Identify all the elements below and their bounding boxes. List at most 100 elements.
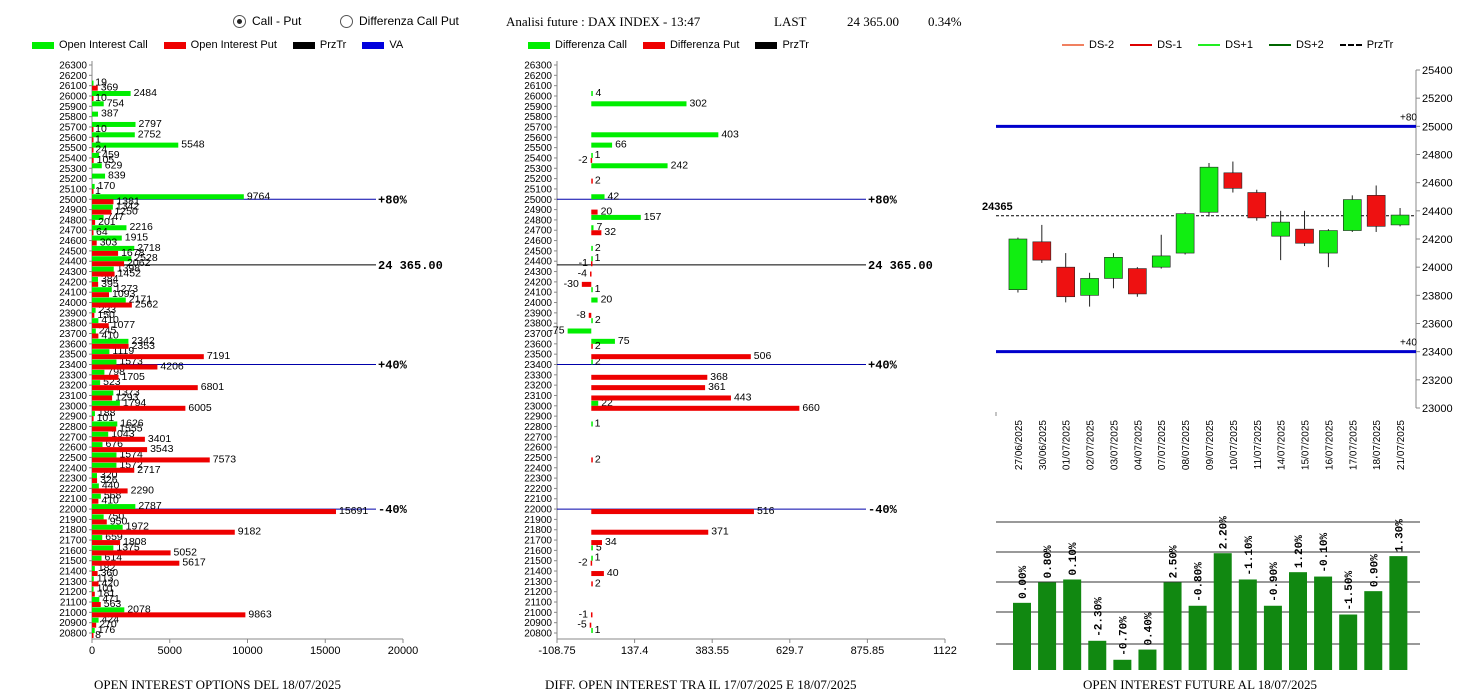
legend-item[interactable]: PrzTr — [292, 39, 346, 51]
percent-label: -0.70% — [1118, 616, 1130, 656]
y-tick-label: 24000 — [1422, 262, 1453, 274]
bar-value-label: 9764 — [247, 190, 271, 202]
x-date-label: 09/07/2025 — [1205, 420, 1216, 470]
y-tick-label: 23200 — [524, 381, 552, 392]
radio-unselected-icon[interactable] — [340, 14, 353, 28]
bar-value-label: 361 — [708, 381, 726, 393]
legend-item[interactable]: Open Interest Put — [163, 39, 277, 51]
bar — [92, 498, 99, 504]
bar — [92, 467, 135, 473]
bar-value-label: 629 — [105, 159, 123, 171]
y-tick-label: 25400 — [1422, 65, 1453, 77]
bar — [92, 359, 117, 365]
bar — [92, 333, 99, 339]
bar — [92, 318, 99, 324]
y-tick-label: 21800 — [524, 525, 552, 536]
y-tick-label: 22500 — [59, 453, 87, 464]
bar — [92, 147, 94, 153]
bar — [92, 524, 123, 530]
y-tick-label: 22800 — [524, 422, 552, 433]
y-tick-label: 25400 — [59, 153, 87, 164]
legend-item[interactable]: DS-2 — [1062, 39, 1114, 51]
bar — [92, 261, 125, 267]
candle-body — [1128, 268, 1147, 295]
bar-value-label: -75 — [549, 325, 564, 337]
legend-label: DS+1 — [1225, 39, 1253, 51]
bar-value-label: 6801 — [201, 381, 225, 393]
x-tick-label: 0 — [89, 645, 95, 657]
legend-right: DS-2 DS-1 DS+1 DS+2 PrzTr — [1062, 39, 1403, 51]
y-tick-label: 21300 — [59, 577, 87, 588]
percent-bar — [1163, 582, 1182, 670]
bar-value-label: 1626 — [120, 417, 144, 429]
bar-value-label: -30 — [564, 278, 579, 290]
bar-value-label: 1381 — [116, 195, 140, 207]
bar — [92, 80, 94, 86]
legend-item[interactable]: PrzTr — [1339, 39, 1393, 51]
bar — [92, 452, 117, 458]
last-value: 24 365.00 — [847, 14, 899, 29]
radio-differenza[interactable]: Differenza Call Put — [340, 14, 459, 28]
bar — [92, 302, 132, 308]
bar — [92, 204, 113, 210]
legend-item[interactable]: DS-1 — [1130, 39, 1182, 51]
candle-body — [1223, 172, 1243, 189]
x-tick-label: 137.4 — [621, 645, 649, 657]
y-tick-label: 24400 — [59, 257, 87, 268]
bar — [92, 163, 102, 169]
x-date-label: 14/07/2025 — [1277, 420, 1288, 470]
analysis-title: Analisi future : DAX INDEX - 13:47 — [506, 14, 701, 29]
y-tick-label: 25500 — [524, 143, 552, 154]
x-date-label: 30/06/2025 — [1038, 420, 1049, 470]
bar — [92, 586, 94, 592]
bar — [591, 245, 593, 251]
bar — [591, 555, 593, 561]
reference-label: +40% — [868, 358, 898, 372]
bar-value-label: 1555 — [119, 422, 143, 434]
radio-selected-icon[interactable] — [233, 14, 246, 28]
bar — [92, 405, 186, 411]
percent-bar — [1113, 659, 1132, 670]
legend-item[interactable]: PrzTr — [755, 39, 809, 51]
y-tick-label: 22100 — [59, 494, 87, 505]
candle-body — [1271, 221, 1290, 237]
bar-value-label: 403 — [721, 128, 739, 140]
y-tick-label: 21000 — [524, 608, 552, 619]
bar-value-label: 369 — [101, 82, 119, 94]
legend-item[interactable]: Differenza Put — [642, 39, 739, 51]
legend-item[interactable]: Open Interest Call — [32, 39, 148, 51]
bar-value-label: 1 — [95, 133, 101, 145]
y-tick-label: 24100 — [59, 288, 87, 299]
percent-label: -1.10% — [1244, 535, 1256, 575]
legend-item[interactable]: DS+1 — [1198, 39, 1253, 51]
legend-item[interactable]: Differenza Call — [528, 39, 627, 51]
legend-swatch-icon — [642, 41, 665, 49]
y-tick-label: 25000 — [59, 195, 87, 206]
bar-value-label: 1452 — [118, 268, 142, 280]
bar-value-label: 1705 — [122, 371, 146, 383]
bar — [581, 281, 592, 287]
bar — [92, 281, 99, 287]
y-tick-label: 23100 — [524, 391, 552, 402]
radio-call-put[interactable]: Call - Put — [233, 14, 301, 28]
reference-label: +40 — [1400, 338, 1417, 349]
bar — [92, 90, 131, 96]
bar — [92, 297, 126, 303]
y-tick-label: 23000 — [1422, 403, 1453, 415]
y-tick-label: 21500 — [524, 556, 552, 567]
reference-label: -40% — [868, 503, 898, 517]
y-tick-label: 25800 — [524, 112, 552, 123]
legend-swatch-icon — [32, 41, 54, 49]
bar-value-label: 2 — [595, 175, 601, 187]
legend-item[interactable]: DS+2 — [1268, 39, 1324, 51]
percent-bar — [1364, 591, 1383, 670]
y-tick-label: 22300 — [59, 474, 87, 485]
legend-swatch-icon — [1130, 44, 1153, 46]
y-tick-label: 23000 — [524, 401, 552, 412]
bar-value-label: 170 — [98, 180, 116, 192]
bar — [92, 199, 114, 205]
bar-value-label: 1 — [595, 252, 601, 264]
bar-value-label: 75 — [618, 335, 630, 347]
legend-item[interactable]: VA — [362, 39, 403, 51]
x-tick-label: 10000 — [232, 645, 263, 657]
